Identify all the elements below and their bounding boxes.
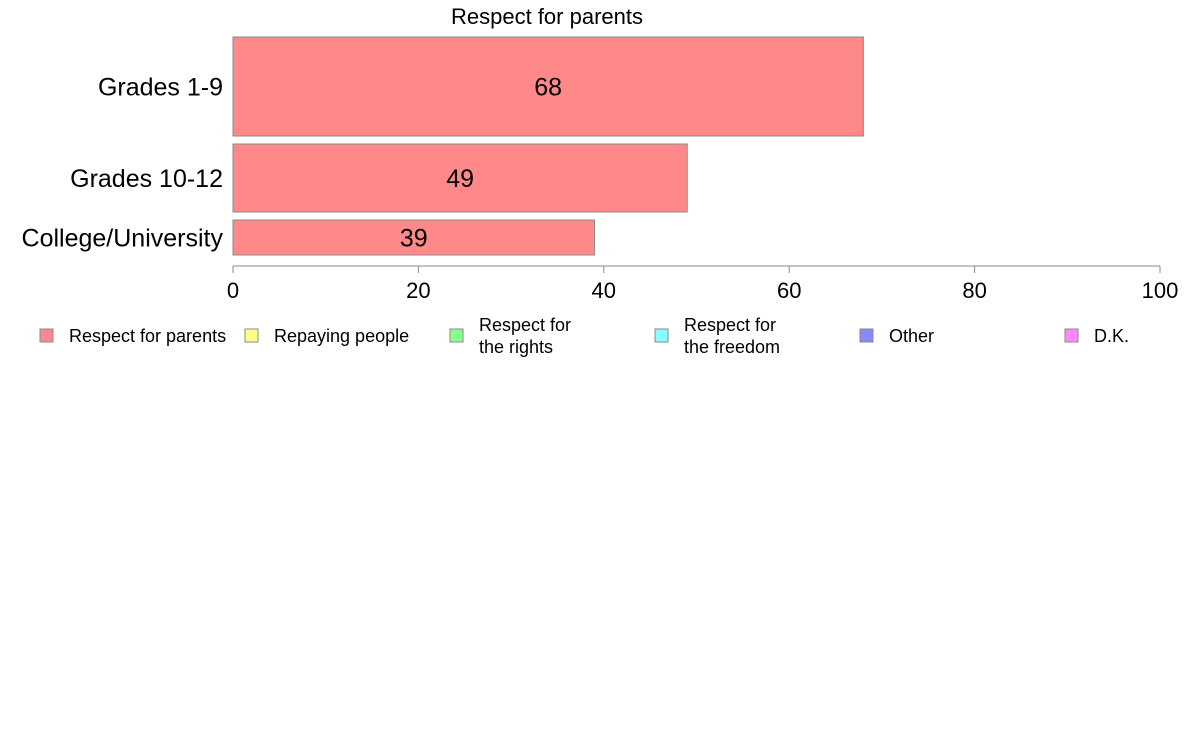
legend-label: Respect for parents [69, 326, 226, 346]
legend-swatch [244, 328, 259, 343]
legend: Respect for parents Repaying people Respec… [39, 315, 1129, 357]
x-tick-label: 80 [962, 278, 986, 303]
bar [232, 219, 596, 256]
legend-item: D.K. [1064, 326, 1129, 346]
chart-title: Respect for parents [451, 4, 643, 29]
legend-item: Repaying people [244, 326, 409, 346]
bar [232, 143, 688, 213]
legend-swatch [859, 328, 874, 343]
x-tick-label: 0 [227, 278, 239, 303]
legend-label: Other [889, 326, 934, 346]
bars-layer: 68 Grades 1-9 49 Grades 10-12 39 College/Univ… [22, 36, 864, 256]
x-tick-label: 60 [777, 278, 801, 303]
legend-item: Respect for parents [39, 326, 226, 346]
legend-label: the freedom [684, 337, 780, 357]
legend-swatch [39, 328, 54, 343]
legend-swatch [449, 328, 464, 343]
bar-data-label: 49 [446, 165, 474, 193]
bar-data-label: 39 [400, 225, 428, 253]
x-tick-label: 20 [406, 278, 430, 303]
category-label: Grades 10-12 [70, 165, 223, 193]
legend-swatch [1064, 328, 1079, 343]
legend-swatch [654, 328, 669, 343]
x-axis: 0 20 40 60 80 100 [227, 265, 1179, 303]
legend-label: Respect for [684, 315, 776, 335]
category-label: College/University [22, 225, 224, 253]
category-label: Grades 1-9 [98, 74, 223, 102]
bar [232, 36, 864, 137]
legend-item: Other [859, 326, 934, 346]
legend-label: the rights [479, 337, 553, 357]
x-tick-label: 100 [1142, 278, 1179, 303]
legend-label: D.K. [1094, 326, 1129, 346]
bar-data-label: 68 [534, 74, 562, 102]
legend-label: Repaying people [274, 326, 409, 346]
x-tick-label: 40 [592, 278, 616, 303]
legend-label: Respect for [479, 315, 571, 335]
